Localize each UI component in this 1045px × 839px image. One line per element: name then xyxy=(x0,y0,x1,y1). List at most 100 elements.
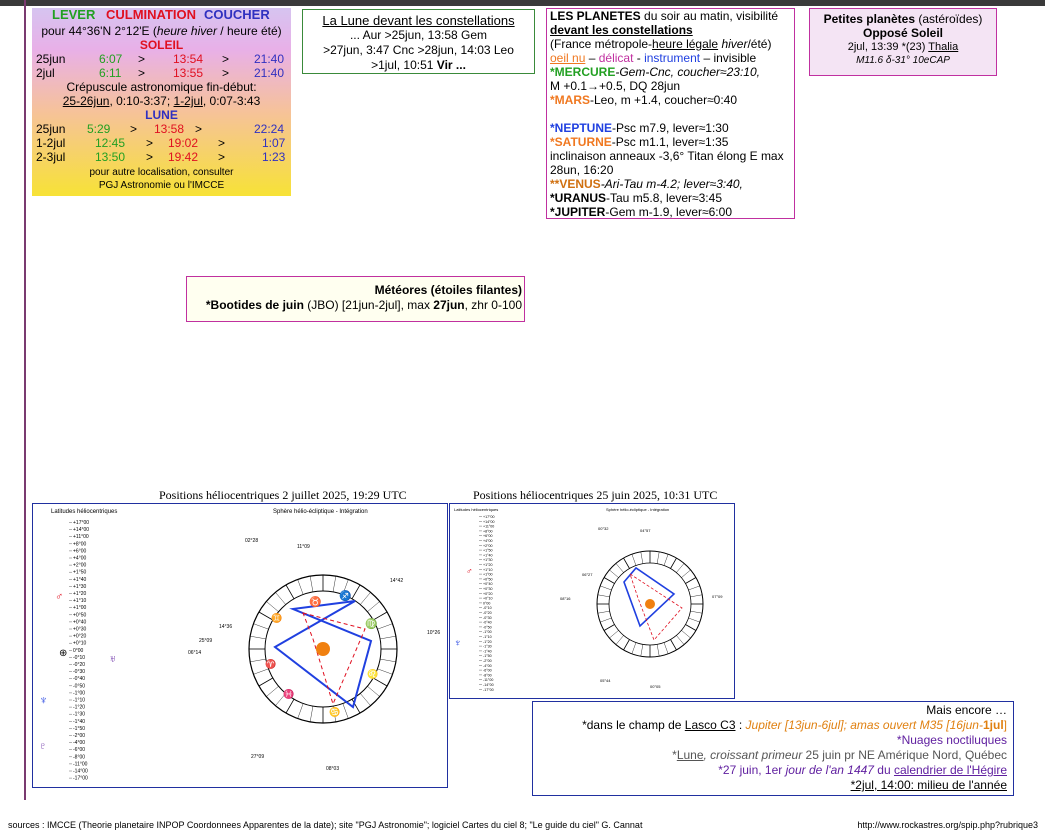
moon-const-line-1: ... Aur >25jun, 13:58 Gem xyxy=(349,28,488,42)
met-d: , zhr 0-100 xyxy=(464,298,522,312)
sphere-title: Sphère hélio-écliptique - Intégration xyxy=(606,507,669,512)
lat-tick: +1°10 xyxy=(73,598,86,604)
wheel-tick xyxy=(676,635,685,645)
lat-tick: -4°00 xyxy=(483,664,492,668)
asteroids-line-1: 2jul, 13:39 *(23) Thalia xyxy=(810,40,996,54)
svg-text:♌: ♌ xyxy=(367,668,378,679)
lat-tick: -0°50 xyxy=(483,625,492,629)
sun-row-set: 21:40 xyxy=(254,66,285,80)
helio-diagram-2: Latitudes héliocentriques Sphère hélio-é… xyxy=(454,507,723,692)
zodiac-wheel xyxy=(596,550,704,658)
more-l3c: , croissant primeur xyxy=(703,748,803,762)
uranus-name: *URANUS xyxy=(550,191,607,205)
neptune-name: *NEPTUNE xyxy=(550,121,613,135)
more-l5: *2jul, 14:00: milieu de l'année xyxy=(850,778,1007,792)
twilight-2: 1-2jul xyxy=(173,94,203,108)
lat-tick: -17°00 xyxy=(483,688,494,692)
lat-tick: +8°00 xyxy=(483,529,493,533)
planets-title-bold: LES PLANETES xyxy=(550,9,641,23)
moon-const-line-3a: >1jul, 10:51 xyxy=(371,58,437,72)
arrow: > xyxy=(222,66,230,80)
wheel-tick xyxy=(266,686,279,697)
wheel-tick xyxy=(258,677,273,687)
lat-tick: +1°20 xyxy=(483,563,493,567)
vis-sep: – xyxy=(585,51,599,65)
wheel-tick xyxy=(309,706,314,722)
lat-tick: -6°00 xyxy=(73,747,85,753)
moon-const-line-3: >1jul, 10:51 Vir ... xyxy=(303,58,534,73)
wheel-tick xyxy=(275,693,286,706)
wheel-tick xyxy=(631,642,637,654)
footer-url[interactable]: http://www.rockastres.org/spip.php?rubri… xyxy=(857,820,1038,830)
wheel-tick xyxy=(690,594,703,598)
more-l4b: jour de l'an 1447 xyxy=(785,763,874,777)
mercure-line: *MERCURE-Gem-Cnc, coucher≈23:10, xyxy=(550,65,794,79)
region-u: heure légale xyxy=(652,37,719,51)
neptune-info: -Psc m7.9, lever≈1:30 xyxy=(612,121,729,135)
deg-label: 11°09 xyxy=(297,544,310,550)
asteroids-l1u: Thalia xyxy=(928,41,959,53)
lat-tick: +0°20 xyxy=(73,634,86,640)
moon-row-set: 1:07 xyxy=(262,136,286,150)
lat-tick: +4°00 xyxy=(483,539,493,543)
wheel-tick xyxy=(258,611,273,621)
arrow: > xyxy=(218,136,226,150)
lat-tick: +11°00 xyxy=(73,534,89,540)
wheel-tick xyxy=(663,642,669,654)
asteroids-l1: 2jul, 13:39 *(23) xyxy=(847,41,929,53)
saturne-line-2: inclinaison anneaux -3,6° Titan élong E … xyxy=(550,149,784,163)
neptune-line: *NEPTUNE-Psc m7.9, lever≈1:30 xyxy=(550,121,794,135)
twilight-1v: , 0:10-3:37; xyxy=(109,94,174,108)
wheel-tick xyxy=(377,623,393,630)
more-l3a: * xyxy=(672,748,677,762)
saturne-info: -Psc m1.1, lever≈1:35 xyxy=(611,135,729,149)
arrow: > xyxy=(130,122,138,136)
wheel-tick xyxy=(615,563,624,573)
lat-tick: -11°00 xyxy=(73,761,88,767)
wheel-tick xyxy=(600,585,612,591)
venus-info: -Ari-Tau m-4.2; lever≈3:40, xyxy=(600,177,743,191)
lat-tick: +1°50 xyxy=(73,570,86,576)
lat-tick: -1°30 xyxy=(73,712,85,718)
moon-row-3: 2-3jul 13:50 > 19:42 > 1:23 xyxy=(32,150,291,164)
venus-line: **VENUS-Ari-Tau m-4.2; lever≈3:40, xyxy=(550,177,794,191)
wheel-tick xyxy=(250,658,266,663)
hegire-link[interactable]: calendrier de l'Hégire xyxy=(893,763,1007,777)
svg-text:♊: ♊ xyxy=(271,612,282,623)
helio-diagram-1: Latitudes héliocentriques Sphère hélio-é… xyxy=(39,509,440,782)
wheel-tick xyxy=(609,630,619,639)
sun-row-set: 21:40 xyxy=(254,52,285,66)
deg-label: 10°26 xyxy=(427,630,440,636)
lune-link[interactable]: Lune xyxy=(676,748,704,762)
asteroids-line-2: M11.6 δ-31° 10eCAP xyxy=(856,55,950,66)
sun-row-date: 2jul xyxy=(36,66,55,80)
asteroids-title: Petites planètes (astéroïdes) xyxy=(810,12,996,26)
lat-tick: -1°20 xyxy=(73,705,85,711)
asteroids-sub: Opposé Soleil xyxy=(862,26,943,40)
region-a: (France métropole- xyxy=(550,37,653,51)
wheel-tick xyxy=(670,557,677,569)
deg-label: 00°32 xyxy=(598,526,609,531)
lat-tick: +0°50 xyxy=(483,577,493,581)
deg-label: 06°14 xyxy=(188,650,201,656)
lat-tick: -0°10 xyxy=(73,655,85,661)
arrow: > xyxy=(138,52,146,66)
moon-const-line-2: >27jun, 3:47 Cnc >28jun, 14:03 Leo xyxy=(323,43,514,57)
lat-tick: -1°00 xyxy=(483,630,492,634)
moon-row-culm: 19:42 xyxy=(168,150,199,164)
wheel-tick xyxy=(663,554,669,566)
planets-region: (France métropole-heure légale hiver/été… xyxy=(550,37,794,51)
vis-delicat: délicat xyxy=(598,51,634,65)
wheel-tick xyxy=(266,601,279,612)
soleil-title: SOLEIL xyxy=(139,38,184,52)
uranus-line: *URANUS-Tau m5.8, lever≈3:45 xyxy=(550,191,794,205)
wheel-tick xyxy=(688,585,700,591)
lat-tick: -0°20 xyxy=(483,611,492,615)
wheel-tick xyxy=(253,668,269,675)
moon-row-date: 2-3jul xyxy=(36,150,66,164)
mars-line: *MARS-Leo, m +1.4, coucher≈0:40 xyxy=(550,93,794,107)
wheel-tick xyxy=(623,639,630,651)
lasco-link[interactable]: Lasco C3 xyxy=(684,718,736,732)
sun-row-date: 25jun xyxy=(36,52,66,66)
culmination-header: CULMINATION xyxy=(106,7,197,22)
